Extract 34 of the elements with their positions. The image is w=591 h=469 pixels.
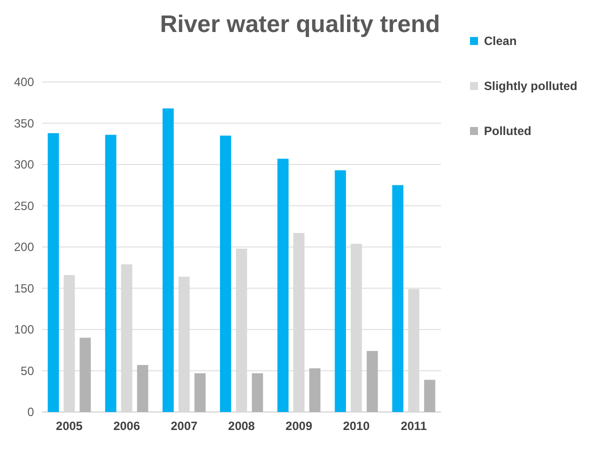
- y-tick-label: 300: [14, 158, 34, 172]
- legend-label: Polluted: [484, 124, 532, 138]
- y-tick-label: 0: [27, 405, 34, 419]
- x-tick-label: 2011: [400, 419, 428, 433]
- x-tick-label: 2005: [56, 419, 83, 433]
- y-tick-label: 400: [14, 75, 34, 89]
- bar: [194, 373, 206, 412]
- bar: [48, 133, 59, 412]
- bar: [309, 368, 320, 412]
- y-tick-label: 200: [14, 240, 34, 254]
- bar: [162, 108, 174, 412]
- bar: [137, 364, 148, 412]
- bar: [424, 380, 436, 412]
- bar: [80, 338, 91, 412]
- y-tick-label: 150: [14, 281, 34, 296]
- chart-title: River water quality trend: [160, 11, 440, 38]
- x-tick-label: 2009: [286, 419, 313, 433]
- x-tick-label: 2008: [228, 419, 256, 433]
- bar: [277, 158, 289, 412]
- bar: [220, 136, 232, 412]
- bar: [105, 134, 116, 412]
- bar: [252, 373, 264, 412]
- bar: [366, 350, 378, 412]
- y-tick-label: 250: [14, 198, 34, 213]
- bar: [334, 170, 346, 412]
- bar: [392, 185, 404, 412]
- y-tick-label: 100: [14, 322, 34, 336]
- y-tick-label: 350: [14, 116, 34, 130]
- legend-label: Clean: [484, 34, 517, 48]
- y-tick-label: 50: [20, 364, 34, 378]
- x-tick-label: 2007: [170, 419, 198, 433]
- x-tick-label: 2010: [342, 419, 370, 433]
- x-tick-label: 2006: [113, 419, 140, 433]
- legend-label: Slightly polluted: [484, 79, 578, 93]
